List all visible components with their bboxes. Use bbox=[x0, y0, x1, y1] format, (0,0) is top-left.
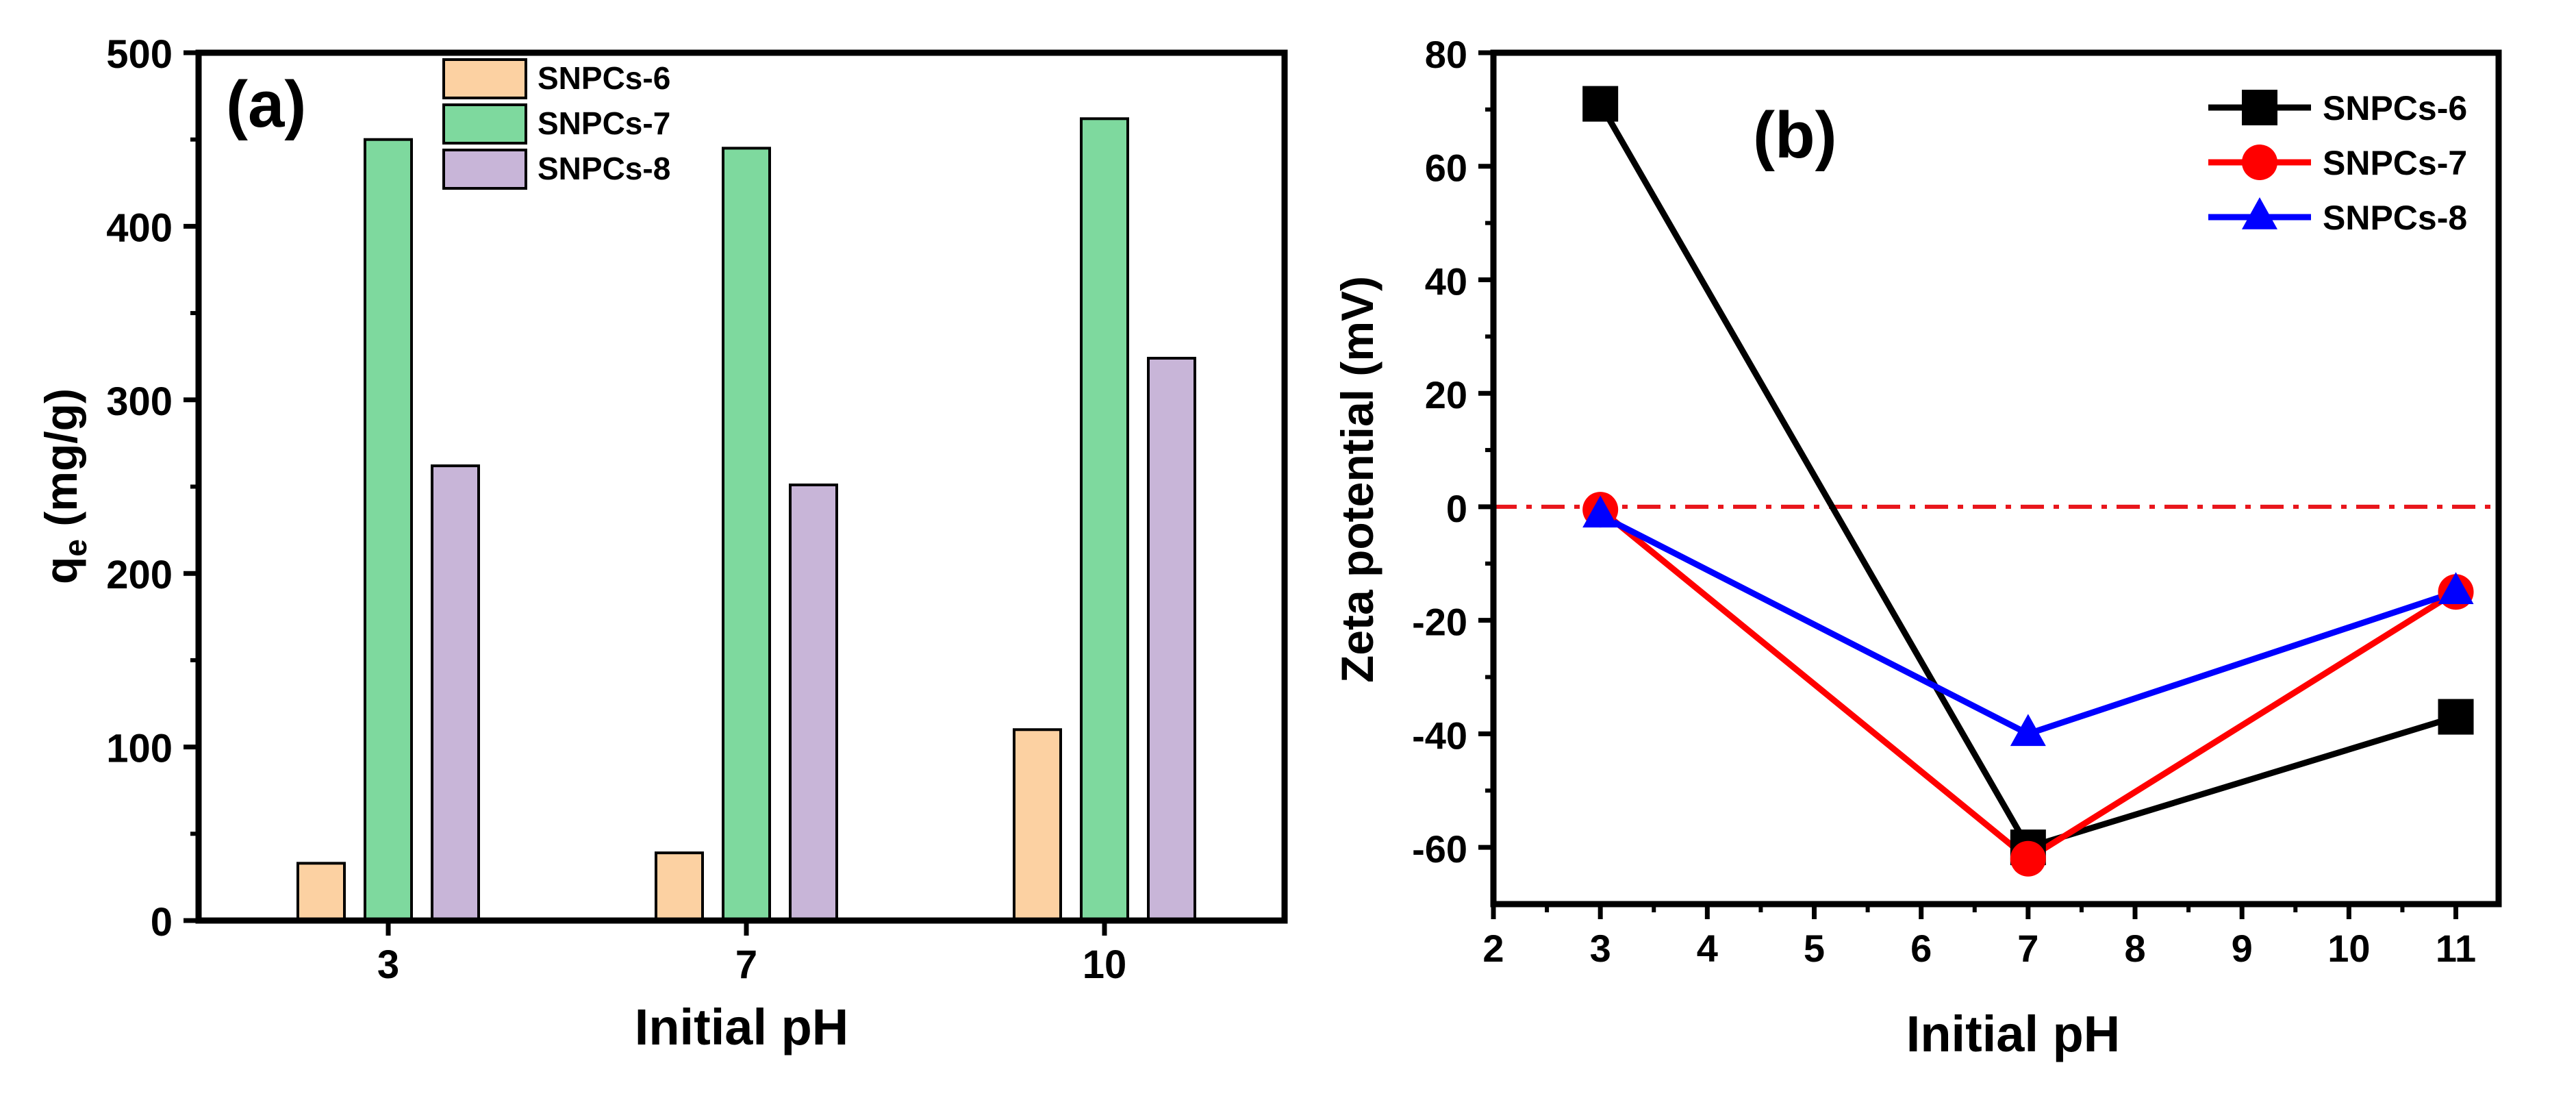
y-tick-label-b: 60 bbox=[1425, 147, 1467, 190]
y-tick-label-a: 200 bbox=[106, 553, 173, 597]
panel-a-bar-chart: 0 100 200 300 400 500 3 7 10 (a) Initial pH qe … bbox=[36, 32, 1288, 1055]
legend-marker-snpcs-6 bbox=[2242, 90, 2277, 125]
bar-snpcs-6-ph-10 bbox=[1013, 728, 1062, 922]
y-tick-label-a: 500 bbox=[106, 32, 173, 77]
marker-snpcs-7-ph-7 bbox=[2010, 840, 2046, 877]
legend-label-snpcs-8: SNPCs-8 bbox=[538, 151, 670, 186]
bar-snpcs-7-ph-3 bbox=[364, 138, 413, 923]
x-tick-label-b: 4 bbox=[1697, 927, 1718, 970]
x-tick-label-b: 9 bbox=[2232, 927, 2253, 970]
x-tick-label-a: 10 bbox=[1083, 942, 1127, 987]
y-axis-ticks-a: 0 100 200 300 400 500 bbox=[106, 32, 199, 945]
marker-snpcs-8-ph-11 bbox=[2438, 572, 2474, 605]
bar-snpcs-6-ph-7 bbox=[655, 851, 704, 922]
y-axis-label-b: Zeta potential (mV) bbox=[1332, 276, 1382, 683]
line-snpcs-8 bbox=[1599, 512, 2457, 737]
panel-label-b: (b) bbox=[1753, 99, 1837, 172]
legend-label-snpcs-7: SNPCs-7 bbox=[538, 105, 670, 141]
y-tick-label-a: 300 bbox=[106, 379, 173, 424]
legend-marker-snpcs-8 bbox=[2242, 197, 2277, 229]
series-markers bbox=[1582, 86, 2474, 877]
x-tick-label-b: 2 bbox=[1482, 927, 1504, 970]
y-tick-label-b: 0 bbox=[1446, 487, 1467, 530]
x-axis-label-b: Initial pH bbox=[1906, 1005, 2120, 1062]
x-tick-label-a: 3 bbox=[377, 942, 399, 987]
legend-label-snpcs-8: SNPCs-8 bbox=[2323, 199, 2467, 237]
bar-snpcs-8-ph-10 bbox=[1147, 356, 1196, 922]
x-tick-label-b: 11 bbox=[2436, 927, 2476, 970]
line-snpcs-7 bbox=[1598, 507, 2458, 862]
legend-swatch-snpcs-7 bbox=[442, 103, 527, 145]
legend-swatch-snpcs-6 bbox=[442, 58, 527, 99]
y-tick-label-b: 80 bbox=[1425, 33, 1467, 76]
x-tick-label-b: 10 bbox=[2327, 927, 2370, 970]
x-axis-label-a: Initial pH bbox=[635, 999, 848, 1055]
y-tick-label-a: 0 bbox=[151, 900, 173, 945]
panel-b-line-chart: -60 -40 -20 0 20 40 60 80 2 3 4 5 6 7 8 9 10 11 (b) Init… bbox=[1332, 33, 2502, 1062]
y-tick-label-b: -40 bbox=[1412, 714, 1467, 757]
legend-b: SNPCs-6 SNPCs-7 SNPCs-8 bbox=[2208, 89, 2467, 237]
bar-snpcs-8-ph-3 bbox=[431, 464, 480, 922]
plot-frame-b bbox=[1490, 49, 2502, 908]
x-tick-label-a: 7 bbox=[735, 942, 757, 987]
x-tick-label-b: 7 bbox=[2017, 927, 2038, 970]
x-axis-ticks-b: 2 3 4 5 6 7 8 9 10 11 bbox=[1482, 904, 2476, 970]
bar-snpcs-7-ph-7 bbox=[722, 147, 771, 922]
marker-snpcs-6-ph-3 bbox=[1582, 86, 1619, 122]
legend-label-snpcs-7: SNPCs-7 bbox=[2323, 144, 2467, 182]
y-tick-label-b: -60 bbox=[1412, 827, 1467, 871]
y-axis-label-units: (mg/g) bbox=[36, 388, 86, 539]
legend-label-snpcs-6: SNPCs-6 bbox=[2323, 89, 2467, 127]
x-axis-ticks-a: 3 7 10 bbox=[377, 921, 1126, 987]
bar-snpcs-6-ph-3 bbox=[296, 862, 346, 923]
x-tick-label-b: 6 bbox=[1910, 927, 1932, 970]
y-tick-label-b: -20 bbox=[1412, 601, 1467, 644]
y-tick-label-b: 40 bbox=[1425, 260, 1467, 303]
y-axis-label-main: q bbox=[36, 557, 86, 584]
bar-snpcs-8-ph-7 bbox=[789, 483, 838, 922]
bars-group bbox=[296, 117, 1196, 923]
x-tick-label-b: 3 bbox=[1590, 927, 1611, 970]
y-axis-label-subscript: e bbox=[58, 539, 93, 557]
y-tick-label-b: 20 bbox=[1425, 373, 1467, 416]
marker-snpcs-8-ph-3 bbox=[1582, 495, 1619, 528]
legend-label-snpcs-6: SNPCs-6 bbox=[538, 60, 670, 96]
x-tick-label-b: 8 bbox=[2124, 927, 2145, 970]
y-tick-label-a: 400 bbox=[106, 205, 173, 250]
legend-a: SNPCs-6 SNPCs-7 SNPCs-8 bbox=[442, 58, 670, 190]
marker-snpcs-6-ph-11 bbox=[2438, 699, 2474, 735]
panel-label-a: (a) bbox=[226, 68, 306, 141]
y-tick-label-a: 100 bbox=[106, 727, 173, 771]
y-axis-ticks-b: -60 -40 -20 0 20 40 60 80 bbox=[1412, 33, 1493, 871]
bar-snpcs-7-ph-10 bbox=[1080, 117, 1129, 923]
y-axis-label-a: qe (mg/g) bbox=[36, 388, 93, 584]
legend-marker-snpcs-7 bbox=[2242, 145, 2277, 180]
x-tick-label-b: 5 bbox=[1804, 927, 1825, 970]
marker-snpcs-8-ph-7 bbox=[2010, 714, 2046, 747]
legend-swatch-snpcs-8 bbox=[442, 149, 527, 190]
